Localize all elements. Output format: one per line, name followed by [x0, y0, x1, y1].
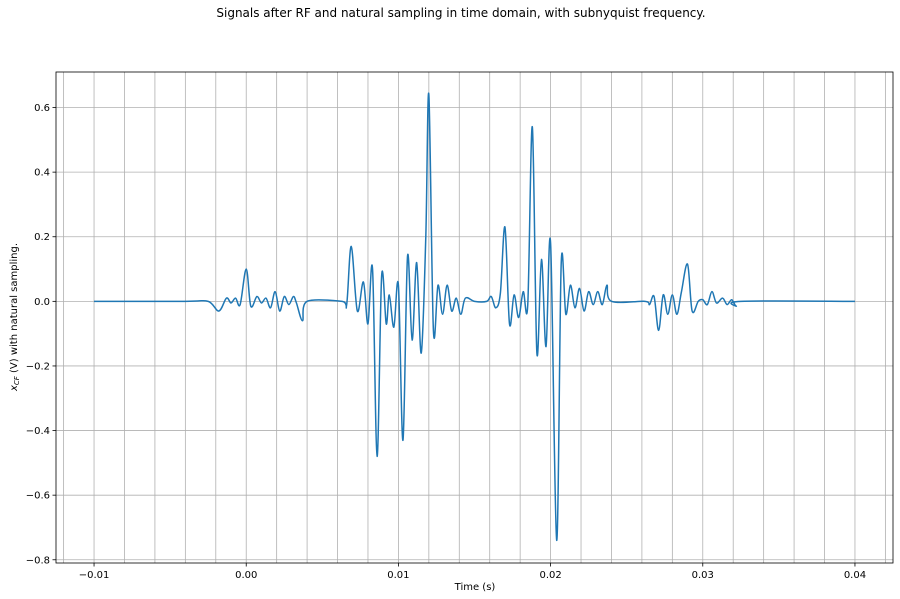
x-tick-label: −0.01 — [79, 570, 110, 581]
x-tick-label: 0.03 — [692, 570, 714, 581]
line-layer — [94, 92, 855, 542]
y-tick-label: 0.0 — [34, 297, 50, 308]
x-tick-label: 0.02 — [539, 570, 561, 581]
tick-layer: −0.01 0.00 0.01 0.02 0.03 0.04 −0.8 −0.6 −0.4 −0.… — [26, 103, 866, 581]
y-tick-label: −0.6 — [26, 491, 50, 502]
x-axis-label: Time (s) — [454, 582, 496, 593]
y-axis-label-sub: CF — [13, 375, 21, 385]
grid-layer — [56, 72, 893, 563]
y-axis-label-rest: (V) with natural sampling. — [9, 243, 20, 376]
y-tick-label: −0.4 — [26, 426, 50, 437]
y-axis-label-main: x — [9, 385, 20, 392]
x-tick-label: 0.01 — [387, 570, 409, 581]
x-tick-label: 0.00 — [235, 570, 257, 581]
y-axis-label: xCF (V) with natural sampling. — [9, 243, 21, 392]
y-tick-label: −0.8 — [26, 555, 50, 566]
series-line — [94, 92, 855, 542]
chart-title: Signals after RF and natural sampling in… — [216, 6, 705, 20]
y-tick-label: −0.2 — [26, 361, 50, 372]
y-tick-label: 0.2 — [34, 232, 50, 243]
x-tick-label: 0.04 — [844, 570, 866, 581]
y-tick-label: 0.6 — [34, 103, 50, 114]
y-tick-label: 0.4 — [34, 168, 50, 179]
plot-frame — [55, 71, 894, 564]
